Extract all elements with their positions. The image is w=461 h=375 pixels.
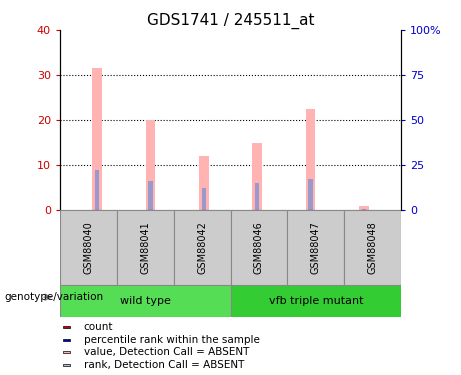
Bar	[174, 210, 230, 285]
Text: GSM88040: GSM88040	[83, 221, 94, 274]
Bar	[344, 210, 401, 285]
Bar	[255, 183, 259, 210]
Bar	[202, 188, 206, 210]
Bar	[359, 206, 368, 210]
Text: GSM88048: GSM88048	[367, 221, 378, 274]
Bar	[252, 142, 262, 210]
Bar	[148, 181, 153, 210]
Bar	[230, 285, 401, 317]
Bar	[230, 210, 287, 285]
Bar	[361, 209, 366, 210]
Title: GDS1741 / 245511_at: GDS1741 / 245511_at	[147, 12, 314, 28]
Text: rank, Detection Call = ABSENT: rank, Detection Call = ABSENT	[84, 360, 244, 370]
Text: GSM88047: GSM88047	[311, 221, 321, 274]
Bar	[63, 351, 70, 353]
Bar	[306, 109, 315, 210]
Text: vfb triple mutant: vfb triple mutant	[269, 296, 363, 306]
Text: value, Detection Call = ABSENT: value, Detection Call = ABSENT	[84, 347, 249, 357]
Bar	[308, 178, 313, 210]
Text: GSM88041: GSM88041	[140, 221, 150, 274]
Bar	[60, 285, 230, 317]
Text: GSM88042: GSM88042	[197, 221, 207, 274]
Bar	[146, 120, 155, 210]
Bar	[60, 210, 117, 285]
Bar	[287, 210, 344, 285]
Bar	[63, 339, 70, 340]
Bar	[63, 326, 70, 328]
Bar	[199, 156, 209, 210]
Text: percentile rank within the sample: percentile rank within the sample	[84, 334, 260, 345]
Bar	[117, 210, 174, 285]
Bar	[63, 364, 70, 366]
Text: GSM88046: GSM88046	[254, 221, 264, 274]
Text: count: count	[84, 322, 113, 332]
Text: genotype/variation: genotype/variation	[5, 292, 104, 302]
Bar	[93, 68, 102, 210]
Bar	[95, 170, 100, 210]
Text: wild type: wild type	[120, 296, 171, 306]
